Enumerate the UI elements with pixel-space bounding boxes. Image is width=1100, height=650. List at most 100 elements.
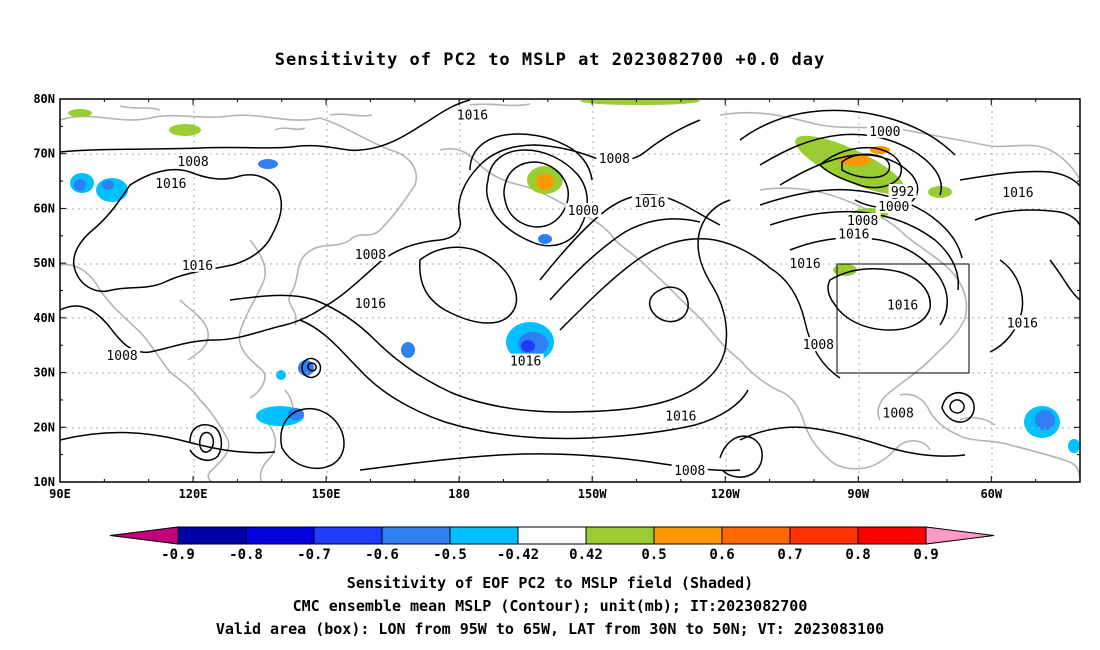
axis-ticks bbox=[59, 98, 1081, 483]
grid-lines bbox=[60, 99, 1080, 482]
colorbar-swatch bbox=[653, 526, 723, 545]
lon-label: 150W bbox=[578, 487, 608, 501]
contour-label: 1016 bbox=[155, 177, 186, 192]
lat-label: 80N bbox=[33, 92, 55, 106]
contour-label-bg bbox=[179, 257, 216, 272]
valid-area-box bbox=[836, 263, 970, 374]
colorbar-label: 0.42 bbox=[569, 547, 603, 563]
lon-label: 150E bbox=[312, 487, 341, 501]
footer-line-3: Valid area (box): LON from 95W to 65W, L… bbox=[215, 620, 885, 638]
contour-label-bg bbox=[835, 226, 872, 241]
contour-label: 1016 bbox=[182, 259, 213, 274]
contour-label-bg bbox=[352, 246, 389, 261]
contour-label-bg bbox=[880, 405, 917, 420]
contour-label: 1016 bbox=[887, 298, 918, 313]
lon-label: 90W bbox=[847, 487, 869, 501]
contour-labels: 1016100810161008101610161008100810001016… bbox=[104, 107, 1041, 479]
colorbar-swatch bbox=[585, 526, 655, 545]
contour-label-bg bbox=[999, 185, 1036, 200]
colorbar-label: -0.9 bbox=[161, 547, 195, 563]
footer-line-1: Sensitivity of EOF PC2 to MSLP field (Sh… bbox=[346, 574, 754, 592]
contour-label: 1008 bbox=[355, 248, 386, 263]
contour-label-bg bbox=[565, 203, 602, 218]
contour-label-bg bbox=[787, 256, 824, 271]
colorbar-label: -0.7 bbox=[297, 547, 331, 563]
latitude-labels: 80N 70N 60N 50N 40N 30N 20N 10N bbox=[33, 92, 55, 489]
colorbar-swatch bbox=[245, 526, 315, 545]
lat-label: 70N bbox=[33, 147, 55, 161]
contour-label: 1008 bbox=[674, 464, 705, 479]
contour-label: 1008 bbox=[106, 349, 137, 364]
contour-label: 1008 bbox=[177, 155, 208, 170]
contour-label: 1016 bbox=[634, 196, 665, 211]
colorbar-swatch bbox=[449, 526, 519, 545]
colorbar-right-triangle bbox=[925, 526, 995, 545]
contour-label: 1000 bbox=[869, 125, 900, 140]
contour-label-bg bbox=[671, 463, 708, 478]
contour-label: 992 bbox=[891, 185, 914, 200]
contour-label: 1016 bbox=[355, 297, 386, 312]
contour-label: 1016 bbox=[665, 409, 696, 424]
footer-line-2: CMC ensemble mean MSLP (Contour); unit(m… bbox=[292, 597, 808, 615]
lon-label: 90E bbox=[49, 487, 71, 501]
lon-label: 180 bbox=[448, 487, 470, 501]
contour-label-bg bbox=[507, 353, 544, 368]
contour-label: 1016 bbox=[838, 228, 869, 243]
contour-label-bg bbox=[844, 213, 881, 228]
contour-label-bg bbox=[1004, 315, 1041, 330]
colorbar-swatch bbox=[789, 526, 859, 545]
colorbar-label: -0.6 bbox=[365, 547, 399, 563]
contour-label-bg bbox=[866, 123, 903, 138]
lat-label: 20N bbox=[33, 420, 55, 434]
colorbar-left-triangle bbox=[109, 526, 179, 545]
contour-label: 1008 bbox=[883, 407, 914, 422]
lon-label: 60W bbox=[980, 487, 1002, 501]
map-title: Sensitivity of PC2 to MSLP at 2023082700… bbox=[274, 50, 826, 70]
lat-label: 30N bbox=[33, 366, 55, 380]
lon-label: 120E bbox=[179, 487, 208, 501]
colorbar-swatch bbox=[381, 526, 451, 545]
contour-label: 1016 bbox=[1002, 186, 1033, 201]
contour-label: 1008 bbox=[847, 214, 878, 229]
contour-label-bg bbox=[352, 296, 389, 311]
contour-label: 1000 bbox=[878, 200, 909, 215]
contour-label-bg bbox=[800, 337, 837, 352]
lat-label: 40N bbox=[33, 311, 55, 325]
contour-label: 1008 bbox=[599, 152, 630, 167]
contour-label-bg bbox=[104, 348, 141, 363]
colorbar-label: 0.8 bbox=[845, 547, 870, 563]
colorbar-label: 0.9 bbox=[913, 547, 938, 563]
contour-label-bg bbox=[152, 175, 189, 190]
contour-label-bg bbox=[454, 107, 491, 122]
colorbar-label: 0.7 bbox=[777, 547, 802, 563]
colorbar-swatch bbox=[313, 526, 383, 545]
colorbar-label: 0.6 bbox=[709, 547, 734, 563]
colorbar-label: -0.5 bbox=[433, 547, 467, 563]
contour-label-bg bbox=[175, 153, 212, 168]
colorbar-swatch bbox=[721, 526, 791, 545]
contour-label-bg bbox=[875, 198, 912, 213]
lat-label: 10N bbox=[33, 475, 55, 489]
longitude-labels: 90E 120E 150E 180 150W 120W 90W 60W bbox=[49, 487, 1003, 501]
contour-label: 1016 bbox=[510, 355, 541, 370]
colorbar-swatch bbox=[517, 526, 587, 545]
contour-label: 1008 bbox=[803, 338, 834, 353]
mslp-contours bbox=[60, 99, 1080, 478]
sensitivity-shading bbox=[68, 99, 1080, 453]
colorbar-swatch bbox=[857, 526, 927, 545]
lat-label: 60N bbox=[33, 201, 55, 215]
lon-label: 120W bbox=[711, 487, 741, 501]
contour-label-bg bbox=[888, 184, 917, 199]
contour-label: 1016 bbox=[1007, 316, 1038, 331]
contour-label-bg bbox=[596, 151, 633, 166]
colorbar: -0.9 -0.8 -0.7 -0.6 -0.5 -0.42 0.42 0.5 0.6 0.7 0.… bbox=[109, 526, 995, 563]
colorbar-swatch bbox=[177, 526, 247, 545]
contour-label-bg bbox=[884, 297, 921, 312]
lat-label: 50N bbox=[33, 256, 55, 270]
colorbar-label: -0.8 bbox=[229, 547, 263, 563]
contour-label-bg bbox=[662, 408, 699, 423]
colorbar-label: -0.42 bbox=[497, 547, 539, 563]
contour-label-bg bbox=[631, 194, 668, 209]
contour-label: 1016 bbox=[789, 257, 820, 272]
